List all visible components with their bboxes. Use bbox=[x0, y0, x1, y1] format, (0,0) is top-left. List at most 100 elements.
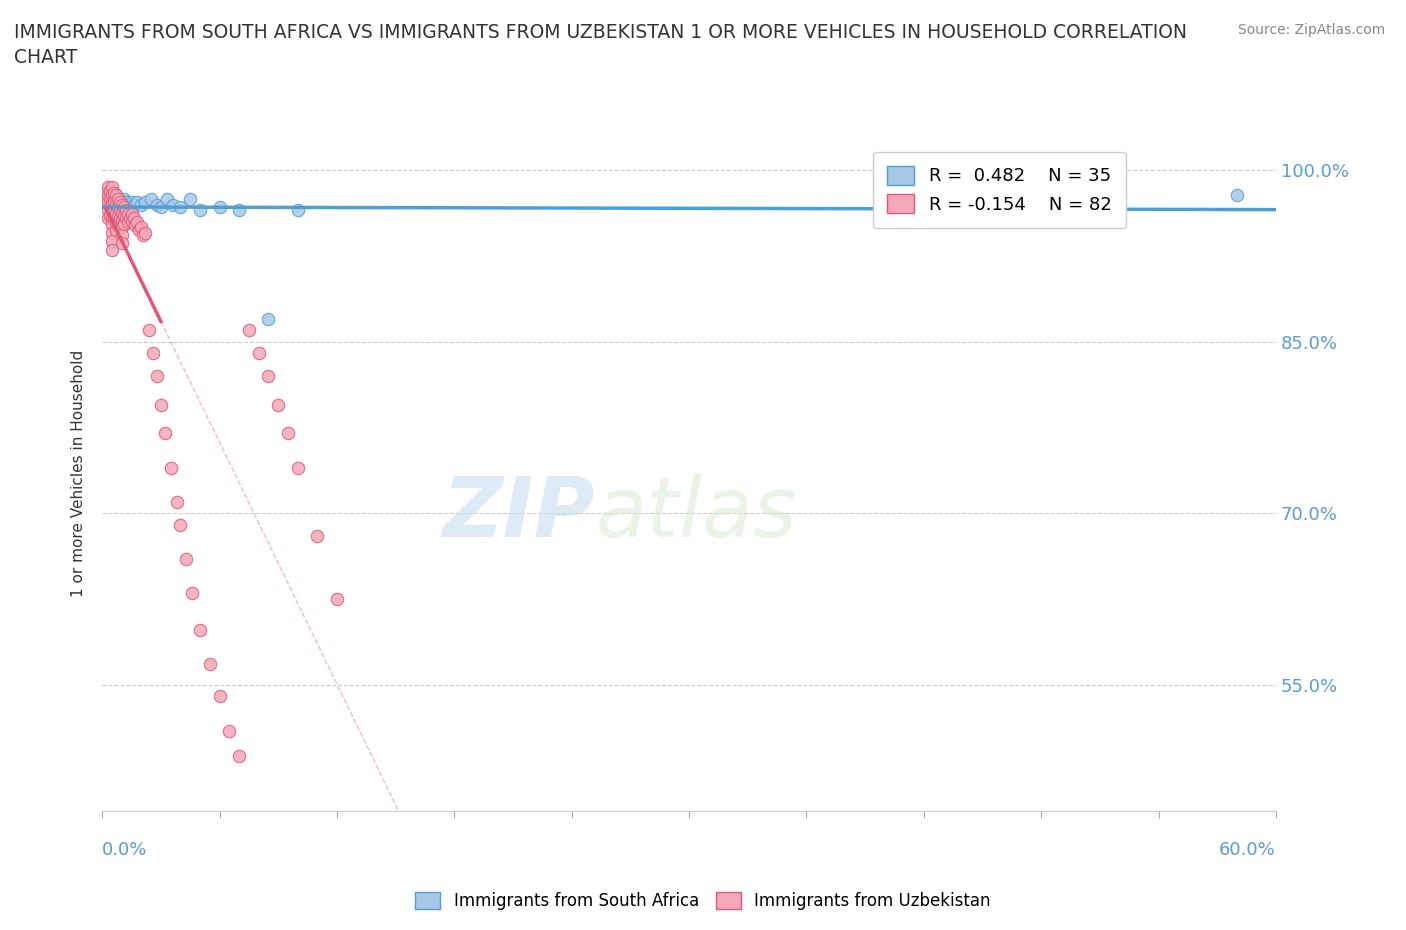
Point bbox=[111, 197, 134, 212]
Point bbox=[326, 591, 349, 606]
Point bbox=[98, 192, 121, 206]
Point bbox=[124, 218, 146, 232]
Point bbox=[107, 192, 129, 206]
Point bbox=[111, 203, 134, 218]
Text: Source: ZipAtlas.com: Source: ZipAtlas.com bbox=[1237, 23, 1385, 37]
Point bbox=[121, 214, 143, 229]
Text: 60.0%: 60.0% bbox=[1219, 842, 1277, 859]
Point bbox=[169, 517, 191, 532]
Point bbox=[166, 495, 188, 510]
Point bbox=[103, 203, 125, 218]
Point bbox=[103, 194, 125, 209]
Point bbox=[97, 194, 120, 209]
Point bbox=[181, 586, 204, 601]
Point bbox=[134, 226, 156, 241]
Point bbox=[208, 689, 231, 704]
Point bbox=[112, 199, 135, 214]
Point bbox=[112, 192, 135, 206]
Point bbox=[101, 211, 124, 226]
Point bbox=[257, 312, 280, 326]
Point bbox=[98, 199, 121, 214]
Point bbox=[104, 222, 127, 237]
Point bbox=[134, 194, 156, 209]
Point bbox=[114, 194, 136, 209]
Point bbox=[101, 233, 124, 248]
Point bbox=[104, 194, 127, 209]
Point bbox=[228, 203, 250, 218]
Point bbox=[111, 206, 134, 220]
Point bbox=[149, 199, 172, 214]
Point bbox=[112, 208, 135, 223]
Point bbox=[208, 199, 231, 214]
Point bbox=[101, 203, 124, 218]
Point bbox=[94, 186, 117, 201]
Point bbox=[142, 346, 165, 361]
Point bbox=[101, 192, 124, 206]
Point bbox=[117, 197, 139, 212]
Point bbox=[97, 211, 120, 226]
Point bbox=[108, 211, 131, 226]
Point bbox=[1226, 188, 1249, 203]
Point bbox=[101, 197, 124, 212]
Point bbox=[107, 192, 129, 206]
Point bbox=[107, 218, 129, 232]
Point bbox=[108, 194, 131, 209]
Point bbox=[104, 188, 127, 203]
Point bbox=[114, 211, 136, 226]
Text: 0.0%: 0.0% bbox=[103, 842, 148, 859]
Point bbox=[117, 214, 139, 229]
Point bbox=[146, 368, 169, 383]
Point bbox=[107, 199, 129, 214]
Point bbox=[118, 199, 141, 214]
Point bbox=[108, 201, 131, 216]
Point bbox=[112, 217, 135, 232]
Point bbox=[101, 194, 124, 209]
Point bbox=[277, 426, 299, 441]
Point bbox=[101, 188, 124, 203]
Point bbox=[307, 529, 329, 544]
Point bbox=[104, 214, 127, 229]
Point bbox=[156, 192, 179, 206]
Point bbox=[98, 208, 121, 223]
Point bbox=[169, 199, 191, 214]
Point bbox=[247, 346, 270, 361]
Point bbox=[159, 460, 181, 475]
Point bbox=[111, 236, 134, 251]
Text: atlas: atlas bbox=[595, 473, 797, 554]
Point bbox=[107, 208, 129, 223]
Point bbox=[287, 203, 309, 218]
Point bbox=[162, 197, 184, 212]
Point bbox=[97, 203, 120, 218]
Point bbox=[108, 203, 131, 218]
Point bbox=[108, 193, 131, 208]
Text: ZIP: ZIP bbox=[443, 473, 595, 554]
Point bbox=[118, 211, 141, 226]
Legend: Immigrants from South Africa, Immigrants from Uzbekistan: Immigrants from South Africa, Immigrants… bbox=[409, 885, 997, 917]
Point bbox=[101, 243, 124, 258]
Point bbox=[131, 220, 153, 235]
Point bbox=[146, 197, 169, 212]
Point bbox=[111, 213, 134, 228]
Point bbox=[176, 551, 198, 566]
Point bbox=[103, 211, 125, 226]
Point bbox=[101, 179, 124, 194]
Point bbox=[101, 218, 124, 232]
Point bbox=[103, 186, 125, 201]
Point bbox=[117, 206, 139, 221]
Point bbox=[112, 199, 135, 214]
Point bbox=[101, 226, 124, 241]
Point bbox=[127, 194, 149, 209]
Point bbox=[121, 206, 143, 221]
Text: IMMIGRANTS FROM SOUTH AFRICA VS IMMIGRANTS FROM UZBEKISTAN 1 OR MORE VEHICLES IN: IMMIGRANTS FROM SOUTH AFRICA VS IMMIGRAN… bbox=[14, 23, 1187, 67]
Point bbox=[287, 460, 309, 475]
Point bbox=[131, 197, 153, 212]
Point bbox=[94, 192, 117, 206]
Y-axis label: 1 or more Vehicles in Household: 1 or more Vehicles in Household bbox=[72, 350, 86, 597]
Point bbox=[153, 426, 176, 441]
Point bbox=[104, 188, 127, 203]
Point bbox=[128, 222, 150, 237]
Point bbox=[103, 203, 125, 218]
Point bbox=[111, 228, 134, 243]
Legend: R =  0.482    N = 35, R = -0.154    N = 82: R = 0.482 N = 35, R = -0.154 N = 82 bbox=[873, 152, 1126, 228]
Point bbox=[139, 192, 162, 206]
